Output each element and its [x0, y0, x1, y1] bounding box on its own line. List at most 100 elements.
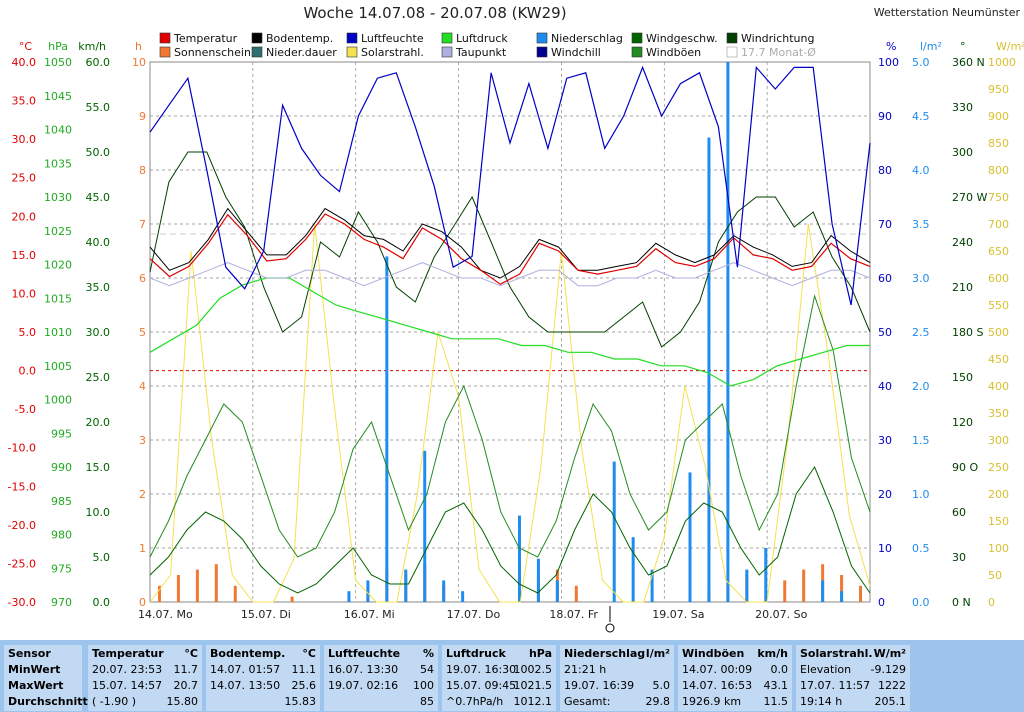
stats-cell-label: 15.07. 09:45: [446, 679, 517, 692]
stats-panel-unit: W/m²: [873, 647, 906, 660]
sunshine-bar-3: [214, 564, 218, 602]
axis-tick-winddir-4: 240: [952, 236, 973, 249]
legend-label-chill: Windchill: [551, 46, 601, 59]
label-min: MinWert: [8, 663, 61, 676]
axis-tick-humidity-1: 90: [878, 110, 892, 123]
axis-unit-winddir: °: [960, 40, 966, 53]
axis-tick-solar-8: 600: [988, 272, 1009, 285]
legend-swatch-chill: [536, 46, 548, 58]
stats-cell-value: 15.83: [284, 695, 317, 708]
axis-tick-humidity-7: 30: [878, 434, 892, 447]
stats-cell-label: 19.07. 16:39: [564, 679, 635, 692]
axis-tick-temp-9: -5.0: [15, 403, 36, 416]
rain-bar-13: [404, 569, 408, 602]
axis-tick-hours-8: 2: [139, 488, 146, 501]
rain-bar-30: [726, 62, 730, 602]
rain-bar-15: [442, 580, 446, 602]
axis-tick-solar-16: 200: [988, 488, 1009, 501]
rain-bar-31: [745, 569, 749, 602]
rain-bar-36: [840, 591, 844, 602]
stats-panel-title: Niederschlag: [564, 647, 646, 660]
axis-tick-pressure-8: 1010: [44, 326, 72, 339]
legend-swatch-soil: [251, 32, 263, 44]
rain-bar-21: [555, 580, 559, 602]
axis-tick-wind-3: 45.0: [86, 191, 111, 204]
axis-tick-winddir-7: 150: [952, 371, 973, 384]
axis-tick-pressure-13: 985: [51, 495, 72, 508]
stats-cell-label: 17.07. 11:57: [800, 679, 871, 692]
station-name: Wetterstation Neumünster: [873, 6, 1020, 19]
axis-tick-solar-5: 750: [988, 191, 1009, 204]
stats-panel-0: Temperatur °C 20.07. 23:53 11.7 15.07. 14:57…: [88, 645, 202, 711]
axis-tick-humidity-3: 70: [878, 218, 892, 231]
legend-label-humidity: Luftfeuchte: [361, 32, 424, 45]
axis-tick-solar-17: 150: [988, 515, 1009, 528]
stats-cell-label: Gesamt:: [564, 695, 611, 708]
stats-cell-label: 19.07. 16:30: [446, 663, 517, 676]
stats-row-labels: Sensor MinWert MaxWert Durchschnitt: [4, 645, 88, 711]
axis-tick-winddir-12: 0 N: [952, 596, 971, 609]
sunshine-bar-4: [233, 585, 237, 602]
axis-tick-humidity-2: 80: [878, 164, 892, 177]
sunshine-bar-1: [176, 575, 180, 602]
axis-tick-rain-1: 4.5: [912, 110, 930, 123]
legend-swatch-sun: [159, 46, 171, 58]
chart-title: Woche 14.07.08 - 20.07.08 (KW29): [303, 4, 567, 22]
sunshine-bar-2: [195, 569, 199, 602]
axis-tick-rain-0: 5.0: [912, 56, 930, 69]
axis-tick-pressure-2: 1040: [44, 124, 72, 137]
rain-bar-26: [650, 569, 654, 602]
x-tick-4: 18.07. Fr: [549, 608, 598, 621]
axis-tick-rain-6: 2.0: [912, 380, 930, 393]
axis-tick-pressure-11: 995: [51, 427, 72, 440]
axis-tick-temp-12: -20.0: [8, 519, 36, 532]
stats-cell-value: 5.0: [652, 679, 671, 692]
series-line-dew: [149, 262, 871, 287]
axis-tick-solar-4: 800: [988, 164, 1009, 177]
axis-unit-pressure: hPa: [48, 40, 68, 53]
stats-panel-unit: hPa: [528, 647, 552, 660]
axis-tick-hours-1: 9: [139, 110, 146, 123]
axis-tick-pressure-12: 990: [51, 461, 72, 474]
axis-tick-solar-9: 550: [988, 299, 1009, 312]
label-max: MaxWert: [8, 679, 64, 692]
axis-tick-wind-10: 10.0: [86, 506, 111, 519]
axis-tick-pressure-6: 1020: [44, 259, 72, 272]
stats-panel-unit: l/m²: [645, 647, 670, 660]
axis-unit-rain: l/m²: [920, 40, 942, 53]
sunshine-bar-33: [783, 580, 787, 602]
stats-cell-label: 16.07. 13:30: [328, 663, 399, 676]
series-line-temp: [149, 213, 871, 285]
legend-label-rain: Niederschlag: [551, 32, 623, 45]
legend-label-temp: Temperatur: [173, 32, 238, 45]
now-marker-icon: [605, 623, 615, 633]
rain-bar-14: [423, 450, 427, 602]
axis-tick-solar-7: 650: [988, 245, 1009, 258]
rain-bar-29: [707, 137, 711, 602]
axis-tick-humidity-0: 100: [878, 56, 899, 69]
axis-tick-solar-20: 0: [988, 596, 995, 609]
axis-tick-solar-2: 900: [988, 110, 1009, 123]
axis-tick-wind-7: 25.0: [86, 371, 111, 384]
rain-bar-28: [688, 472, 692, 602]
legend-swatch-dew: [441, 46, 453, 58]
legend-swatch-wind: [631, 32, 643, 44]
axis-tick-pressure-0: 1050: [44, 56, 72, 69]
axis-tick-pressure-3: 1035: [44, 157, 72, 170]
axis-tick-winddir-6: 180 S: [952, 326, 983, 339]
axis-tick-humidity-8: 20: [878, 488, 892, 501]
stats-cell-label: ^0.7hPa/h: [446, 695, 504, 708]
axis-tick-humidity-10: 0: [878, 596, 885, 609]
stats-cell-label: Elevation: [800, 663, 852, 676]
legend-swatch-rain: [536, 32, 548, 44]
axis-tick-wind-8: 20.0: [86, 416, 111, 429]
axis-tick-winddir-9: 90 O: [952, 461, 978, 474]
axis-tick-hours-9: 1: [139, 542, 146, 555]
stats-panel-title: Luftdruck: [446, 647, 506, 660]
rain-bar-11: [366, 580, 370, 602]
axis-tick-wind-1: 55.0: [86, 101, 111, 114]
axis-tick-pressure-16: 970: [51, 596, 72, 609]
weather-chart: Temperatur Bodentemp. Luftfeuchte Luftdruck…: [8, 32, 1024, 633]
axis-tick-pressure-14: 980: [51, 529, 72, 542]
label-avg: Durchschnitt: [8, 695, 88, 708]
